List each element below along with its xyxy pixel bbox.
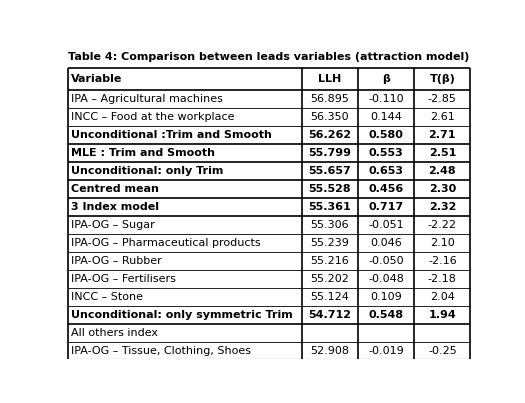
Text: β: β bbox=[382, 74, 390, 84]
Text: 55.306: 55.306 bbox=[311, 220, 349, 230]
Text: 2.48: 2.48 bbox=[428, 166, 456, 176]
Text: All others index: All others index bbox=[71, 328, 158, 338]
Text: 0.553: 0.553 bbox=[369, 148, 404, 158]
Text: 0.653: 0.653 bbox=[369, 166, 404, 176]
Text: Unconditional: only Trim: Unconditional: only Trim bbox=[71, 166, 223, 176]
Text: 0.109: 0.109 bbox=[370, 292, 402, 302]
Text: 2.04: 2.04 bbox=[430, 292, 455, 302]
Text: -0.048: -0.048 bbox=[368, 274, 404, 284]
Text: IPA-OG – Fertilisers: IPA-OG – Fertilisers bbox=[71, 274, 176, 284]
Text: -2.16: -2.16 bbox=[428, 256, 457, 266]
Text: 55.202: 55.202 bbox=[310, 274, 350, 284]
Text: 54.712: 54.712 bbox=[309, 310, 351, 320]
Text: INCC – Stone: INCC – Stone bbox=[71, 292, 143, 302]
Text: -0.019: -0.019 bbox=[368, 346, 404, 356]
Text: 55.361: 55.361 bbox=[309, 202, 351, 212]
Text: Unconditional: only symmetric Trim: Unconditional: only symmetric Trim bbox=[71, 310, 292, 320]
Text: 0.456: 0.456 bbox=[369, 184, 404, 194]
Text: 55.216: 55.216 bbox=[311, 256, 349, 266]
Text: IPA – Agricultural machines: IPA – Agricultural machines bbox=[71, 94, 223, 104]
Text: Variable: Variable bbox=[71, 74, 122, 84]
Text: Centred mean: Centred mean bbox=[71, 184, 159, 194]
Text: 2.30: 2.30 bbox=[429, 184, 456, 194]
Text: T(β): T(β) bbox=[429, 74, 455, 84]
Text: 55.239: 55.239 bbox=[310, 238, 350, 248]
Text: 2.51: 2.51 bbox=[429, 148, 456, 158]
Text: -0.051: -0.051 bbox=[369, 220, 404, 230]
Text: 55.124: 55.124 bbox=[310, 292, 350, 302]
Text: MLE : Trim and Smooth: MLE : Trim and Smooth bbox=[71, 148, 215, 158]
Text: Table 4: Comparison between leads variables (attraction model): Table 4: Comparison between leads variab… bbox=[68, 52, 470, 62]
Text: 2.32: 2.32 bbox=[429, 202, 456, 212]
Text: 56.895: 56.895 bbox=[310, 94, 350, 104]
Text: IPA-OG – Rubber: IPA-OG – Rubber bbox=[71, 256, 162, 266]
Text: 2.61: 2.61 bbox=[430, 112, 455, 122]
Text: Unconditional :Trim and Smooth: Unconditional :Trim and Smooth bbox=[71, 130, 272, 140]
Text: 1.94: 1.94 bbox=[428, 310, 456, 320]
Text: IPA-OG – Pharmaceutical products: IPA-OG – Pharmaceutical products bbox=[71, 238, 260, 248]
Text: 56.262: 56.262 bbox=[308, 130, 352, 140]
Text: 52.908: 52.908 bbox=[310, 346, 350, 356]
Text: INCC – Food at the workplace: INCC – Food at the workplace bbox=[71, 112, 235, 122]
Text: -2.85: -2.85 bbox=[428, 94, 457, 104]
Text: -0.110: -0.110 bbox=[369, 94, 404, 104]
Text: 0.717: 0.717 bbox=[369, 202, 404, 212]
Text: -0.050: -0.050 bbox=[369, 256, 404, 266]
Text: 55.799: 55.799 bbox=[309, 148, 351, 158]
Text: 2.10: 2.10 bbox=[430, 238, 455, 248]
Text: IPA-OG – Sugar: IPA-OG – Sugar bbox=[71, 220, 155, 230]
Text: IPA-OG – Tissue, Clothing, Shoes: IPA-OG – Tissue, Clothing, Shoes bbox=[71, 346, 251, 356]
Text: 0.580: 0.580 bbox=[369, 130, 404, 140]
Text: 55.528: 55.528 bbox=[309, 184, 351, 194]
Text: 0.144: 0.144 bbox=[370, 112, 402, 122]
Text: 0.548: 0.548 bbox=[369, 310, 404, 320]
Text: -2.22: -2.22 bbox=[428, 220, 457, 230]
Text: 0.046: 0.046 bbox=[370, 238, 402, 248]
Text: 55.657: 55.657 bbox=[309, 166, 351, 176]
Text: -0.25: -0.25 bbox=[428, 346, 457, 356]
Text: LLH: LLH bbox=[318, 74, 342, 84]
Text: 56.350: 56.350 bbox=[311, 112, 349, 122]
Text: 2.71: 2.71 bbox=[428, 130, 456, 140]
Text: 3 Index model: 3 Index model bbox=[71, 202, 159, 212]
Text: -2.18: -2.18 bbox=[428, 274, 457, 284]
